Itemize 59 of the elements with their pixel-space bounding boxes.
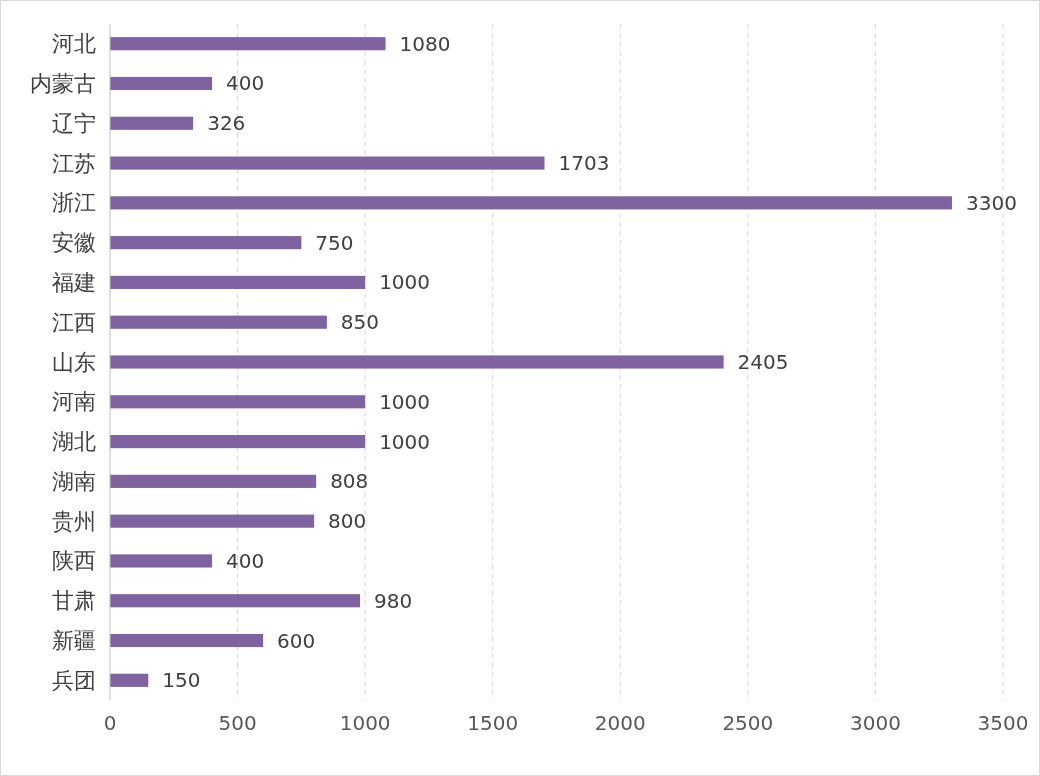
- x-tick-label: 3000: [849, 711, 901, 735]
- y-tick-label: 江苏: [52, 150, 96, 176]
- bar: [110, 355, 724, 369]
- x-tick-label: 3500: [977, 711, 1029, 735]
- y-tick-label: 新疆: [52, 628, 96, 654]
- y-tick-label: 甘肃: [52, 588, 96, 614]
- bar: [110, 315, 327, 329]
- data-label: 1000: [379, 389, 431, 414]
- bar: [110, 37, 386, 51]
- bar: [110, 594, 361, 608]
- data-label: 326: [207, 111, 246, 136]
- y-tick-label: 贵州: [52, 508, 96, 534]
- bar: [110, 633, 264, 648]
- data-label: 600: [277, 628, 316, 653]
- y-tick-label: 湖北: [52, 429, 96, 455]
- bar: [110, 554, 213, 568]
- bar: [110, 76, 213, 91]
- bar: [110, 116, 194, 130]
- bar: [110, 395, 366, 409]
- y-tick-label: 安徽: [52, 230, 96, 256]
- x-tick-label: 1000: [339, 711, 391, 735]
- data-label: 2405: [737, 350, 789, 374]
- bar: [110, 514, 315, 528]
- y-tick-label: 兵团: [52, 667, 96, 693]
- data-label: 150: [162, 668, 201, 693]
- data-label: 750: [315, 230, 354, 255]
- data-label: 400: [226, 71, 265, 96]
- y-tick-label: 湖南: [52, 468, 96, 494]
- data-label: 980: [374, 588, 413, 613]
- y-tick-label: 河南: [52, 389, 96, 415]
- y-tick-label: 陕西: [52, 548, 96, 574]
- y-tick-label: 浙江: [52, 190, 96, 216]
- y-tick-label: 福建: [52, 269, 96, 295]
- data-label: 800: [328, 509, 367, 534]
- data-label: 3300: [965, 190, 1017, 215]
- y-tick-label: 山东: [52, 349, 96, 375]
- data-label: 808: [330, 469, 369, 494]
- x-tick-label: 2500: [722, 711, 774, 735]
- data-label: 1000: [379, 270, 431, 295]
- bar: [110, 236, 302, 250]
- data-label: 1000: [379, 429, 431, 454]
- y-tick-label: 辽宁: [52, 110, 96, 136]
- y-tick-label: 江西: [52, 309, 96, 335]
- bar: [110, 435, 366, 449]
- data-label: 1080: [399, 31, 451, 56]
- y-tick-label: 河北: [52, 31, 96, 57]
- bar: [110, 196, 952, 210]
- data-label: 1703: [558, 151, 610, 176]
- bar: [110, 673, 149, 687]
- data-label: 400: [226, 548, 265, 573]
- x-tick-label: 1500: [467, 711, 519, 735]
- data-label: 850: [340, 310, 380, 335]
- x-tick-label: 500: [218, 711, 257, 735]
- bar: [110, 156, 545, 170]
- x-tick-label: 2000: [594, 711, 646, 735]
- x-tick-label: 0: [103, 711, 117, 735]
- bar: [110, 275, 366, 289]
- y-tick-label: 内蒙古: [30, 70, 96, 96]
- bar: [110, 474, 317, 488]
